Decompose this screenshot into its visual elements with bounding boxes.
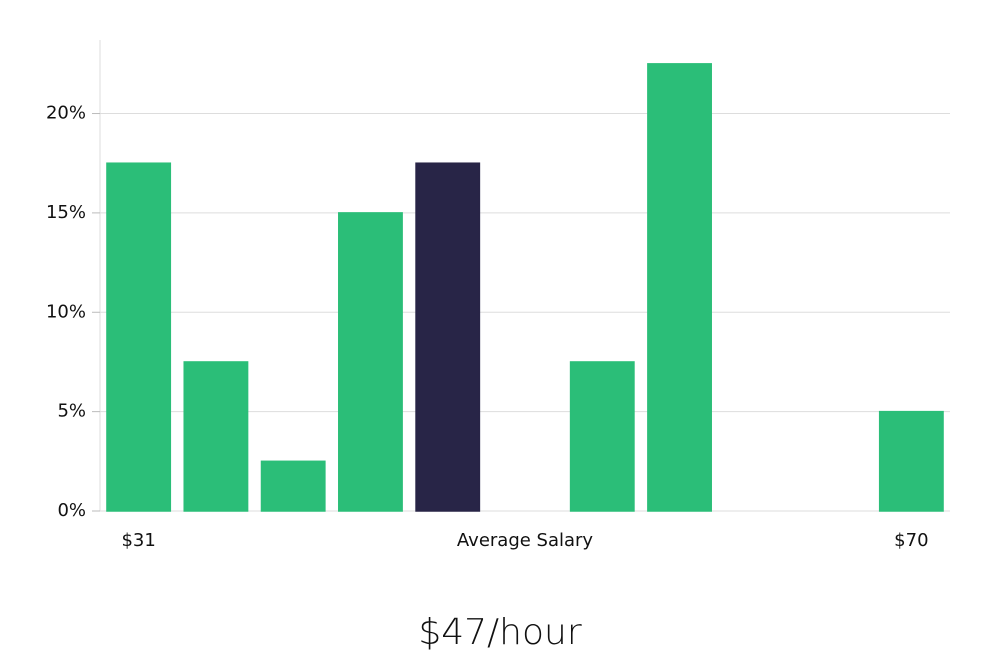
bar — [183, 361, 249, 512]
bar — [569, 361, 635, 512]
bar — [338, 212, 403, 512]
bar — [878, 410, 944, 512]
bar — [647, 63, 712, 512]
x-tick-label: $70 — [894, 530, 928, 551]
y-tick-label: 20% — [46, 103, 86, 124]
y-tick-label: 15% — [46, 202, 86, 223]
x-tick-label: $31 — [121, 530, 155, 551]
y-tick-label: 5% — [57, 401, 86, 422]
y-tick-label: 0% — [57, 500, 86, 521]
bar — [415, 162, 481, 512]
bar — [260, 460, 326, 512]
annotation: $47/hour — [418, 612, 582, 653]
bar — [106, 162, 172, 512]
y-tick-label: 10% — [46, 301, 86, 322]
x-axis-label: Average Salary — [457, 530, 594, 551]
